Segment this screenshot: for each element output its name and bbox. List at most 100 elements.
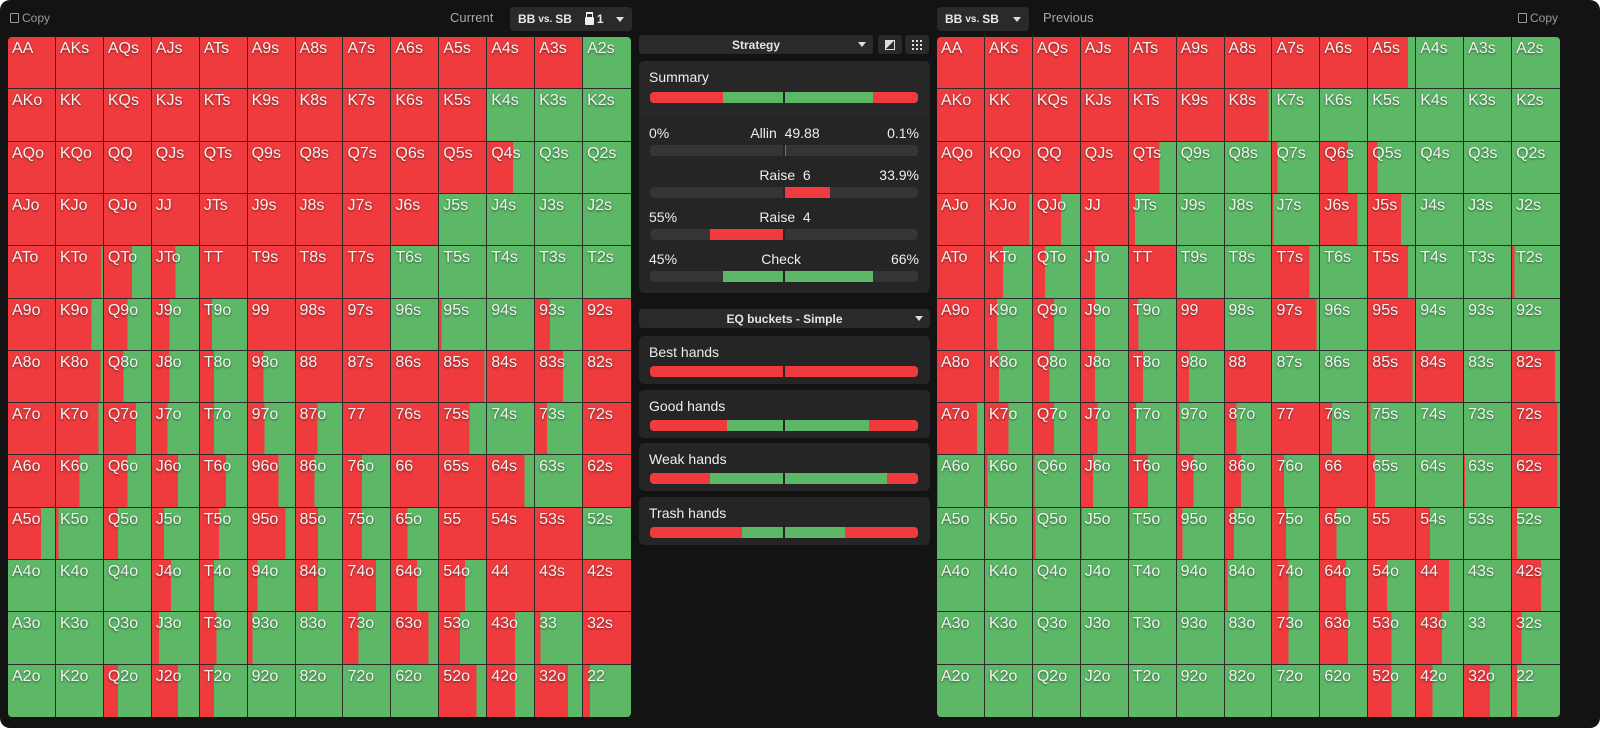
current-cell-32o[interactable]: 32o (535, 664, 584, 717)
previous-cell-T8s[interactable]: T8s (1224, 246, 1273, 299)
current-cell-QTo[interactable]: QTo (103, 246, 152, 299)
previous-cell-55[interactable]: 55 (1368, 507, 1417, 561)
current-cell-92o[interactable]: 92o (247, 664, 296, 717)
current-cell-54o[interactable]: 54o (439, 560, 488, 613)
previous-cell-65s[interactable]: 65s (1368, 455, 1417, 508)
current-cell-J8o[interactable]: J8o (151, 350, 200, 404)
current-cell-A4o[interactable]: A4o (8, 560, 56, 613)
previous-cell-75s[interactable]: 75s (1368, 403, 1417, 456)
current-cell-K6o[interactable]: K6o (55, 455, 104, 508)
current-cell-Q2s[interactable]: Q2s (583, 141, 631, 194)
current-cell-K7o[interactable]: K7o (55, 403, 104, 456)
contrast-toggle-button[interactable] (878, 35, 902, 54)
current-cell-76s[interactable]: 76s (391, 403, 440, 456)
previous-cell-KQo[interactable]: KQo (984, 141, 1033, 194)
previous-cell-KJs[interactable]: KJs (1080, 89, 1129, 142)
current-cell-AQs[interactable]: AQs (103, 37, 152, 90)
current-cell-A7s[interactable]: A7s (343, 37, 392, 90)
previous-cell-99[interactable]: 99 (1176, 298, 1225, 351)
previous-cell-98s[interactable]: 98s (1224, 298, 1273, 351)
current-cell-Q9s[interactable]: Q9s (247, 141, 296, 194)
current-cell-J3o[interactable]: J3o (151, 612, 200, 665)
previous-cell-62o[interactable]: 62o (1320, 664, 1369, 717)
current-cell-76o[interactable]: 76o (343, 455, 392, 508)
current-cell-J5o[interactable]: J5o (151, 507, 200, 561)
current-cell-K2o[interactable]: K2o (55, 664, 104, 717)
current-cell-88[interactable]: 88 (295, 350, 344, 404)
previous-cell-K3s[interactable]: K3s (1464, 89, 1513, 142)
previous-cell-T6o[interactable]: T6o (1128, 455, 1177, 508)
previous-cell-T4s[interactable]: T4s (1416, 246, 1465, 299)
current-cell-75s[interactable]: 75s (439, 403, 488, 456)
current-spot-select[interactable]: BB vs. SB 1 (510, 7, 632, 31)
previous-spot-select[interactable]: BB vs. SB (937, 7, 1029, 31)
previous-cell-J4s[interactable]: J4s (1416, 193, 1465, 247)
current-cell-A6s[interactable]: A6s (391, 37, 440, 90)
previous-cell-Q8s[interactable]: Q8s (1224, 141, 1273, 194)
previous-cell-T9s[interactable]: T9s (1176, 246, 1225, 299)
strategy-select[interactable]: Strategy (639, 35, 873, 54)
previous-cell-J2o[interactable]: J2o (1080, 664, 1129, 717)
copy-current-button[interactable]: Copy (10, 11, 50, 25)
current-cell-KJo[interactable]: KJo (55, 193, 104, 247)
eq-bucket-panel[interactable]: Best hands (639, 336, 930, 384)
previous-cell-JTs[interactable]: JTs (1128, 193, 1177, 247)
previous-cell-92o[interactable]: 92o (1176, 664, 1225, 717)
current-cell-Q6s[interactable]: Q6s (391, 141, 440, 194)
current-cell-T6o[interactable]: T6o (199, 455, 248, 508)
previous-cell-Q5s[interactable]: Q5s (1368, 141, 1417, 194)
previous-cell-QQ[interactable]: QQ (1032, 141, 1081, 194)
current-cell-JJ[interactable]: JJ (151, 193, 200, 247)
current-cell-96o[interactable]: 96o (247, 455, 296, 508)
previous-cell-J4o[interactable]: J4o (1080, 560, 1129, 613)
previous-cell-K7s[interactable]: K7s (1272, 89, 1321, 142)
previous-cell-76s[interactable]: 76s (1320, 403, 1369, 456)
previous-cell-T5o[interactable]: T5o (1128, 507, 1177, 561)
current-cell-96s[interactable]: 96s (391, 298, 440, 351)
current-cell-TT[interactable]: TT (199, 246, 248, 299)
current-cell-Q9o[interactable]: Q9o (103, 298, 152, 351)
current-cell-T9o[interactable]: T9o (199, 298, 248, 351)
current-cell-K8s[interactable]: K8s (295, 89, 344, 142)
previous-cell-J6s[interactable]: J6s (1320, 193, 1369, 247)
eq-bucket-panel[interactable]: Weak hands (639, 443, 930, 492)
previous-cell-83s[interactable]: 83s (1464, 350, 1513, 404)
previous-cell-54o[interactable]: 54o (1368, 560, 1417, 613)
current-cell-Q3s[interactable]: Q3s (535, 141, 584, 194)
previous-cell-84s[interactable]: 84s (1416, 350, 1465, 404)
previous-cell-K5s[interactable]: K5s (1368, 89, 1417, 142)
previous-cell-K9s[interactable]: K9s (1176, 89, 1225, 142)
previous-cell-A8o[interactable]: A8o (937, 350, 985, 404)
current-cell-J6o[interactable]: J6o (151, 455, 200, 508)
current-cell-T8o[interactable]: T8o (199, 350, 248, 404)
previous-cell-JJ[interactable]: JJ (1080, 193, 1129, 247)
previous-cell-A4s[interactable]: A4s (1416, 37, 1465, 90)
current-cell-Q8s[interactable]: Q8s (295, 141, 344, 194)
current-cell-J6s[interactable]: J6s (391, 193, 440, 247)
current-cell-52s[interactable]: 52s (583, 507, 631, 561)
current-cell-AKs[interactable]: AKs (55, 37, 104, 90)
current-cell-95s[interactable]: 95s (439, 298, 488, 351)
previous-cell-74o[interactable]: 74o (1272, 560, 1321, 613)
previous-cell-72s[interactable]: 72s (1512, 403, 1560, 456)
previous-cell-86s[interactable]: 86s (1320, 350, 1369, 404)
previous-cell-82o[interactable]: 82o (1224, 664, 1273, 717)
previous-cell-74s[interactable]: 74s (1416, 403, 1465, 456)
current-cell-QJs[interactable]: QJs (151, 141, 200, 194)
previous-cell-76o[interactable]: 76o (1272, 455, 1321, 508)
previous-cell-J9o[interactable]: J9o (1080, 298, 1129, 351)
previous-cell-Q4s[interactable]: Q4s (1416, 141, 1465, 194)
current-cell-A9s[interactable]: A9s (247, 37, 296, 90)
current-cell-T3s[interactable]: T3s (535, 246, 584, 299)
current-cell-QTs[interactable]: QTs (199, 141, 248, 194)
current-cell-KJs[interactable]: KJs (151, 89, 200, 142)
current-cell-QQ[interactable]: QQ (103, 141, 152, 194)
current-cell-94s[interactable]: 94s (487, 298, 536, 351)
previous-cell-AQo[interactable]: AQo (937, 141, 985, 194)
previous-cell-97s[interactable]: 97s (1272, 298, 1321, 351)
current-cell-Q5s[interactable]: Q5s (439, 141, 488, 194)
current-cell-95o[interactable]: 95o (247, 507, 296, 561)
previous-cell-K3o[interactable]: K3o (984, 612, 1033, 665)
previous-cell-65o[interactable]: 65o (1320, 507, 1369, 561)
current-cell-A4s[interactable]: A4s (487, 37, 536, 90)
